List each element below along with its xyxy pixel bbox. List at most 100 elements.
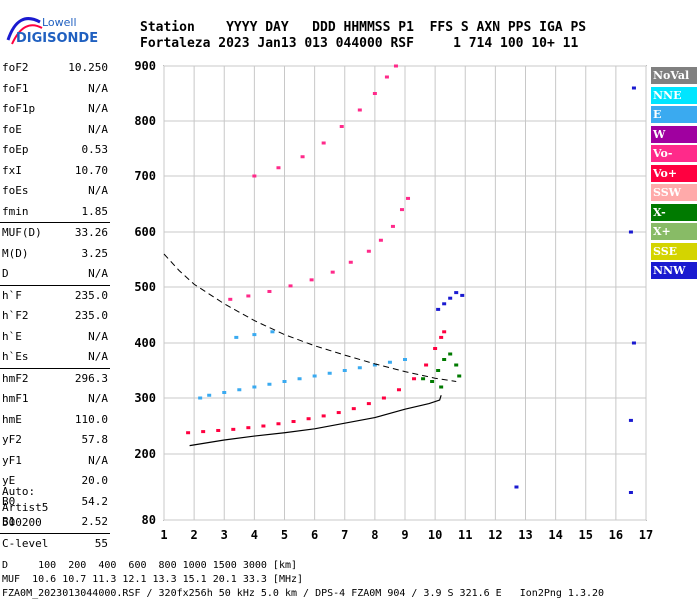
param-label: foEp <box>2 143 29 156</box>
echo-point <box>384 75 389 79</box>
echo-point <box>436 307 441 311</box>
legend-item: NNW <box>651 262 697 279</box>
echo-point <box>330 270 335 274</box>
param-row: h`E N/A <box>0 327 110 348</box>
param-row: yE 20.0 <box>0 471 110 492</box>
echo-point <box>406 196 411 200</box>
chart-grid <box>163 65 647 521</box>
param-value: N/A <box>88 392 108 405</box>
legend-item: Vo- <box>651 145 697 162</box>
logo-line2: DIGISONDE <box>16 31 98 46</box>
axis-ticks: 1 2 3 4 5 6 7 8 9 10 11 12 13 14 15 16 17802003004005006… <box>134 59 653 542</box>
param-label: hmF2 <box>2 371 29 385</box>
echo-point <box>396 388 401 392</box>
param-label: yE <box>2 474 16 487</box>
param-row: h`Es N/A <box>0 347 110 368</box>
echo-point <box>448 296 453 300</box>
echo-point <box>261 424 266 428</box>
echo-point <box>282 380 287 383</box>
param-label: hmE <box>2 412 22 426</box>
param-row: M(D) 3.25 <box>0 244 110 265</box>
param-row: fmin 1.85 <box>0 202 110 223</box>
echo-point <box>270 330 275 334</box>
echo-point <box>309 278 314 282</box>
param-value: N/A <box>88 453 108 467</box>
param-separator <box>0 284 110 286</box>
param-value: 10.250 <box>68 61 108 74</box>
echo-point <box>312 374 317 378</box>
param-separator <box>0 367 110 369</box>
param-label: h`Es <box>2 350 29 363</box>
echo-point <box>342 369 347 372</box>
legend-item: NNE <box>651 86 697 104</box>
footer-muf-row: MUF 10.6 10.7 11.3 12.1 13.3 15.1 20.1 3… <box>2 574 304 585</box>
echo-point <box>234 335 239 339</box>
param-value: 55 <box>94 536 108 550</box>
echo-point <box>288 284 293 288</box>
param-label: foE <box>2 122 22 136</box>
echo-points <box>186 64 636 494</box>
x-tick-label: 10 <box>428 528 442 542</box>
param-value: N/A <box>88 267 108 280</box>
x-tick-label: 9 <box>401 528 408 542</box>
param-value: 3.25 <box>81 246 109 260</box>
echo-point <box>267 382 272 386</box>
echo-point <box>454 291 459 295</box>
echo-point <box>393 64 398 68</box>
param-value: 110.0 <box>74 412 108 426</box>
legend-item: X- <box>651 203 697 221</box>
param-label: h`E <box>2 329 22 343</box>
param-label: foF1 <box>2 81 29 95</box>
echo-point <box>412 377 417 381</box>
param-value: 20.0 <box>81 474 109 487</box>
param-separator <box>0 532 110 534</box>
echo-point <box>291 420 296 424</box>
echo-point <box>631 86 636 90</box>
lowell-digisonde-logo: Lowell DIGISONDE <box>2 4 112 54</box>
x-tick-label: 3 <box>221 528 228 542</box>
param-row: foEs N/A <box>0 181 110 202</box>
echo-point <box>628 491 633 494</box>
legend-item: Vo+ <box>651 164 697 182</box>
y-tick-label: 800 <box>134 114 156 128</box>
param-value: 57.8 <box>81 433 109 446</box>
x-tick-label: 1 <box>160 528 167 542</box>
footer-d-row: D 100 200 400 600 800 1000 1500 3000 [km… <box>2 560 298 571</box>
footer-info-row: FZA0M_2023013044000.RSF / 320fx256h 50 k… <box>2 588 605 599</box>
legend-item: E <box>651 106 697 123</box>
param-row: B1 2.52 <box>0 512 110 533</box>
param-value: 0.53 <box>81 143 109 156</box>
echo-point <box>631 341 636 345</box>
param-value: N/A <box>88 81 108 95</box>
param-value: 235.0 <box>74 309 108 322</box>
y-tick-label: 300 <box>134 391 156 405</box>
echo-point <box>228 297 233 301</box>
echo-point <box>300 155 305 159</box>
station-header: Station YYYY DAY DDD HHMMSS P1 FFS S AXN… <box>140 20 586 52</box>
echo-point <box>252 385 257 389</box>
logo-swoosh-icon: Lowell DIGISONDE <box>6 16 98 46</box>
param-value: N/A <box>88 184 108 197</box>
param-label: fxI <box>2 163 22 177</box>
echo-point <box>457 374 462 378</box>
param-label: C-level <box>2 536 49 550</box>
curves <box>163 253 457 447</box>
param-value: 10.70 <box>74 163 108 177</box>
y-tick-label: 700 <box>134 169 156 183</box>
param-value: N/A <box>88 122 108 136</box>
echo-point <box>276 422 281 426</box>
param-value: 235.0 <box>74 288 108 302</box>
echo-point <box>276 166 281 170</box>
param-label: foF1p <box>2 102 36 115</box>
param-label: yF2 <box>2 433 22 446</box>
echo-point <box>436 369 441 372</box>
echo-point <box>246 426 251 430</box>
param-value: 54.2 <box>81 494 109 508</box>
x-tick-label: 7 <box>341 528 348 542</box>
echo-point <box>454 363 459 367</box>
echo-point <box>201 430 206 434</box>
y-tick-label: 900 <box>134 59 156 73</box>
echo-point <box>372 92 377 95</box>
param-row: foEp 0.53 <box>0 140 110 161</box>
